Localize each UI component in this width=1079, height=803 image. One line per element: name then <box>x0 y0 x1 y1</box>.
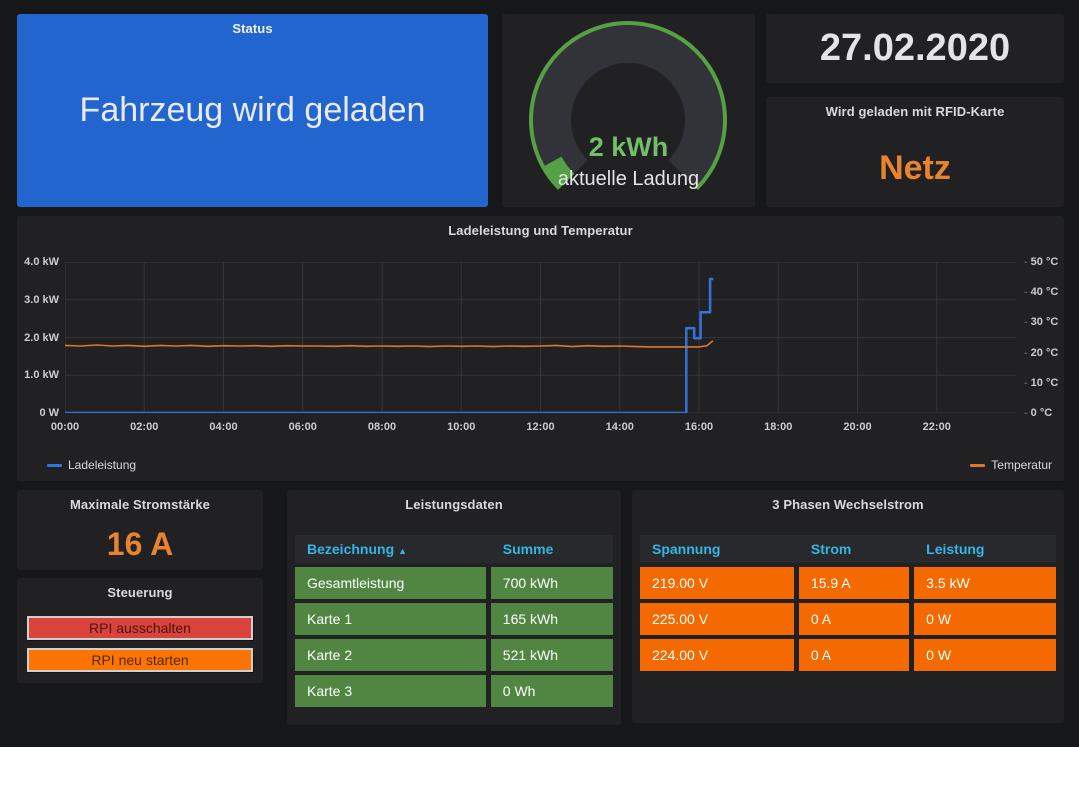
gauge-panel: 2 kWh aktuelle Ladung <box>502 14 755 207</box>
date-value: 27.02.2020 <box>819 27 1011 69</box>
y-axis-left-tick: 2.0 kW <box>24 331 59 344</box>
y-axis-right-tick: -10 °C <box>1024 376 1059 389</box>
y-axis-right-tick: -50 °C <box>1024 256 1059 268</box>
x-axis-tick: 00:00 <box>50 421 80 433</box>
table-cell: Karte 2 <box>295 639 486 671</box>
grafana-dashboard: Status Fahrzeug wird geladen 2 kWh aktue… <box>0 0 1079 747</box>
table-row: Karte 2 521 kWh <box>295 639 613 671</box>
table-cell: 15.9 A <box>798 567 910 599</box>
table-cell: 224.00 V <box>640 639 794 671</box>
status-text: Fahrzeug wird geladen <box>79 91 426 129</box>
table-cell: 521 kWh <box>490 639 613 671</box>
button-rpi-neu-starten[interactable]: RPI neu starten <box>27 648 253 672</box>
table-cell: 0 W <box>914 639 1056 671</box>
chart-series-svg <box>64 261 1016 415</box>
x-axis-tick: 20:00 <box>843 421 872 433</box>
column-header-summe[interactable]: Summe <box>502 541 554 557</box>
max-current-title: Maximale Stromstärke <box>69 497 210 512</box>
max-current-value: 16 A <box>106 525 174 562</box>
y-axis-right-tick: -30 °C <box>1024 316 1059 329</box>
phase-table-title: 3 Phasen Wechselstrom <box>772 497 924 512</box>
table-row: 219.00 V 15.9 A 3.5 kW <box>640 567 1056 599</box>
table-cell: 3.5 kW <box>914 567 1056 599</box>
gauge-value: 2 kWh <box>588 132 669 162</box>
power-table: Bezeichnung ▲ Summe Gesamtleistung 700 kWh Ka… <box>295 535 613 711</box>
power-table-panel: Leistungsdaten Bezeichnung ▲ Summe Gesamtle… <box>287 490 621 725</box>
table-header-row: Bezeichnung ▲ Summe <box>295 535 613 563</box>
chart-plot-area[interactable] <box>64 261 1016 415</box>
x-axis-tick: 18:00 <box>764 421 793 433</box>
table-cell: 219.00 V <box>640 567 794 599</box>
legend-color-dash <box>970 463 986 467</box>
table-cell: 0 Wh <box>490 675 613 707</box>
table-cell: 165 kWh <box>490 603 613 635</box>
x-axis-tick: 14:00 <box>605 421 634 433</box>
legend-color-dash <box>47 463 62 467</box>
button-rpi-ausschalten[interactable]: RPI ausschalten <box>27 616 253 640</box>
column-header-strom[interactable]: Strom <box>810 541 852 557</box>
legend-label: Ladeleistung <box>68 458 137 472</box>
table-cell: Karte 3 <box>295 675 486 707</box>
table-cell: Karte 1 <box>295 603 486 635</box>
phase-table-panel: 3 Phasen Wechselstrom Spannung Strom Leist… <box>632 490 1064 723</box>
chart-title: Ladeleistung und Temperatur <box>448 223 633 238</box>
table-row: Gesamtleistung 700 kWh <box>295 567 613 599</box>
x-axis-tick: 06:00 <box>288 421 317 433</box>
status-panel-title: Status <box>232 21 273 36</box>
y-axis-right-tick: -20 °C <box>1024 346 1059 359</box>
table-cell: 225.00 V <box>640 603 794 635</box>
table-cell: 700 kWh <box>490 567 613 599</box>
table-cell: Gesamtleistung <box>295 567 486 599</box>
y-axis-left-tick: 0 W <box>39 407 59 419</box>
legend-item-temperatur[interactable]: Temperatur <box>970 458 1052 472</box>
x-axis-tick: 04:00 <box>209 421 238 433</box>
rfid-value: Netz <box>879 148 951 187</box>
rfid-panel-title: Wird geladen mit RFID-Karte <box>825 104 1005 119</box>
table-cell: 0 A <box>798 639 910 671</box>
control-panel: Steuerung RPI ausschalten RPI neu starten <box>17 578 263 683</box>
phase-table: Spannung Strom Leistung 219.00 V 15.9 A 3.5 k… <box>640 535 1056 675</box>
y-axis-left-tick: 1.0 kW <box>24 369 59 382</box>
x-axis-tick: 12:00 <box>526 421 555 433</box>
status-panel: Status Fahrzeug wird geladen <box>17 14 488 207</box>
y-axis-right-tick: -40 °C <box>1024 286 1059 299</box>
column-header-bezeichnung[interactable]: Bezeichnung ▲ <box>307 541 408 557</box>
x-axis-tick: 22:00 <box>922 421 951 433</box>
legend-item-ladeleistung[interactable]: Ladeleistung <box>47 458 136 472</box>
x-axis-tick: 08:00 <box>367 421 397 433</box>
y-axis-left-tick: 3.0 kW <box>24 293 59 306</box>
column-header-leistung[interactable]: Leistung <box>926 541 985 557</box>
x-axis-tick: 10:00 <box>447 421 476 433</box>
sort-asc-icon: ▲ <box>398 546 408 556</box>
column-header-spannung[interactable]: Spannung <box>652 541 721 557</box>
chart-panel: Ladeleistung und Temperatur 4.0 kW 3.0 kW… <box>17 216 1064 481</box>
table-cell: 0 A <box>798 603 910 635</box>
power-table-title: Leistungsdaten <box>405 497 503 512</box>
gauge-arc <box>529 21 727 190</box>
legend-label: Temperatur <box>991 458 1052 472</box>
date-panel: 27.02.2020 <box>766 14 1064 83</box>
gauge-label: aktuelle Ladung <box>557 168 700 190</box>
rfid-panel: Wird geladen mit RFID-Karte Netz <box>766 97 1064 207</box>
y-axis-left-tick: 4.0 kW <box>24 256 59 268</box>
y-axis-right-tick: -0 °C <box>1024 407 1053 419</box>
table-row: Karte 1 165 kWh <box>295 603 613 635</box>
control-buttons: RPI ausschalten RPI neu starten <box>27 608 253 672</box>
table-header-row: Spannung Strom Leistung <box>640 535 1056 563</box>
table-cell: 0 W <box>914 603 1056 635</box>
max-current-panel: Maximale Stromstärke 16 A <box>17 490 263 570</box>
x-axis-tick: 16:00 <box>684 421 714 433</box>
control-panel-title: Steuerung <box>107 585 173 600</box>
x-axis-tick: 02:00 <box>130 421 159 433</box>
